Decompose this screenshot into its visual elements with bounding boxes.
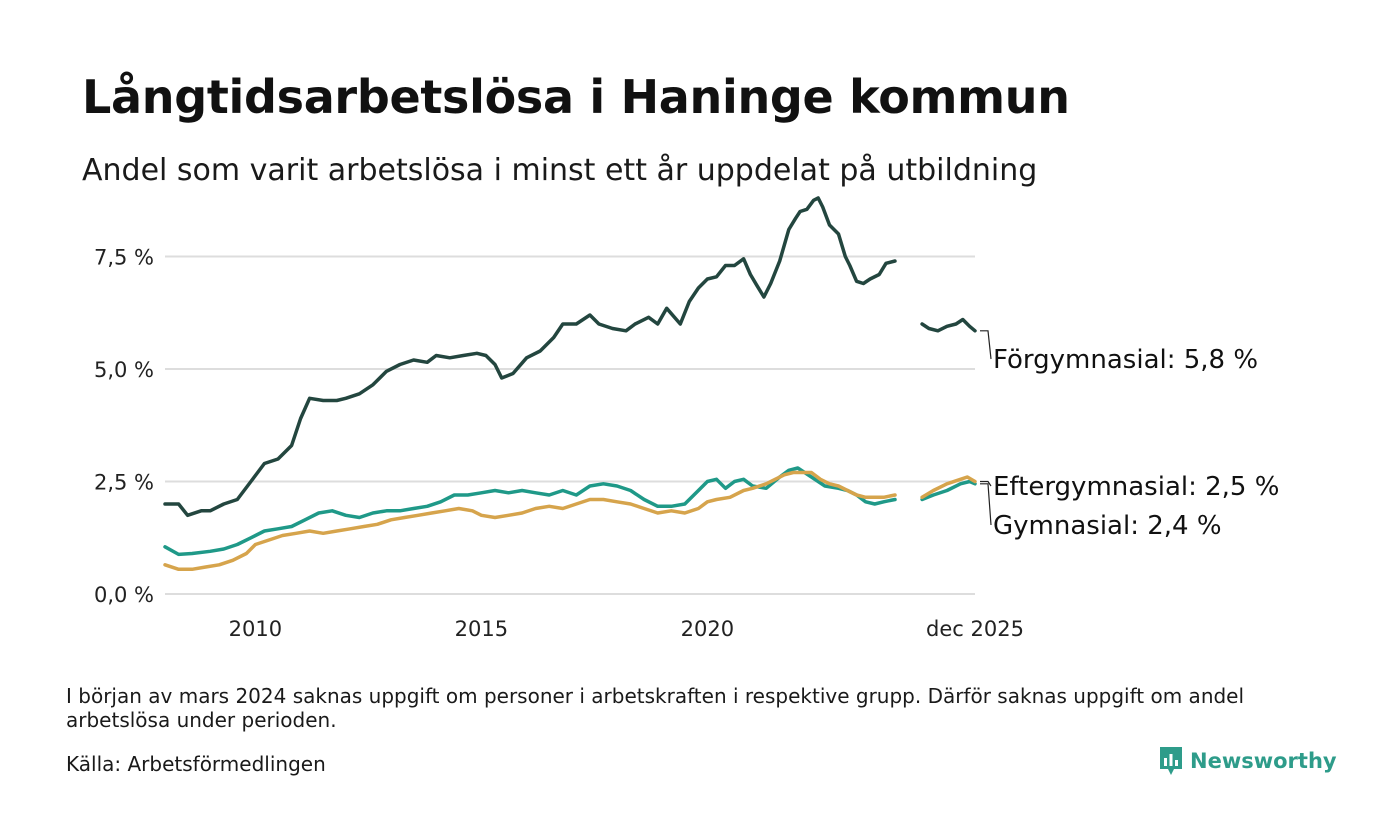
chart-title: Långtidsarbetslösa i Haninge kommun	[82, 70, 1070, 124]
brand-logo[interactable]: Newsworthy	[1158, 745, 1337, 777]
series-label-förgymnasial: Förgymnasial: 5,8 %	[993, 345, 1258, 375]
x-tick-label: 2015	[455, 617, 508, 641]
leader-line-eftergymnasial	[980, 480, 992, 487]
chart-subtitle: Andel som varit arbetslösa i minst ett å…	[82, 153, 1038, 188]
y-tick-label: 5,0 %	[94, 358, 154, 382]
leader-line-förgymnasial	[980, 330, 992, 360]
series-label-eftergymnasial: Eftergymnasial: 2,5 %	[993, 472, 1279, 502]
series-labels: Förgymnasial: 5,8 % Eftergymnasial: 2,5 %…	[980, 330, 1279, 541]
x-tick-label: dec 2025	[926, 617, 1024, 641]
brand-name: Newsworthy	[1190, 749, 1337, 773]
series-label-gymnasial: Gymnasial: 2,4 %	[993, 511, 1222, 541]
y-tick-label: 7,5 %	[94, 246, 154, 270]
series-line-eftergymnasial	[163, 470, 977, 572]
y-axis: 0,0 % 2,5 % 5,0 % 7,5 %	[94, 246, 154, 608]
y-tick-label: 2,5 %	[94, 471, 154, 495]
series-line-gymnasial	[163, 466, 977, 557]
x-axis: 2010 2015 2020 dec 2025	[229, 617, 1024, 641]
footnote: I början av mars 2024 saknas uppgift om …	[66, 684, 1245, 732]
x-tick-label: 2010	[229, 617, 282, 641]
y-tick-label: 0,0 %	[94, 583, 154, 607]
newsworthy-logo-icon	[1160, 747, 1182, 775]
source-text: Källa: Arbetsförmedlingen	[66, 752, 326, 776]
series-lines	[163, 196, 977, 572]
grid-lines	[165, 255, 975, 595]
leader-line-gymnasial	[980, 483, 992, 526]
x-tick-label: 2020	[681, 617, 734, 641]
series-line-förgymnasial	[163, 196, 977, 518]
line-chart: 0,0 % 2,5 % 5,0 % 7,5 % 2010 2015 2020 dec 202…	[94, 196, 1279, 641]
